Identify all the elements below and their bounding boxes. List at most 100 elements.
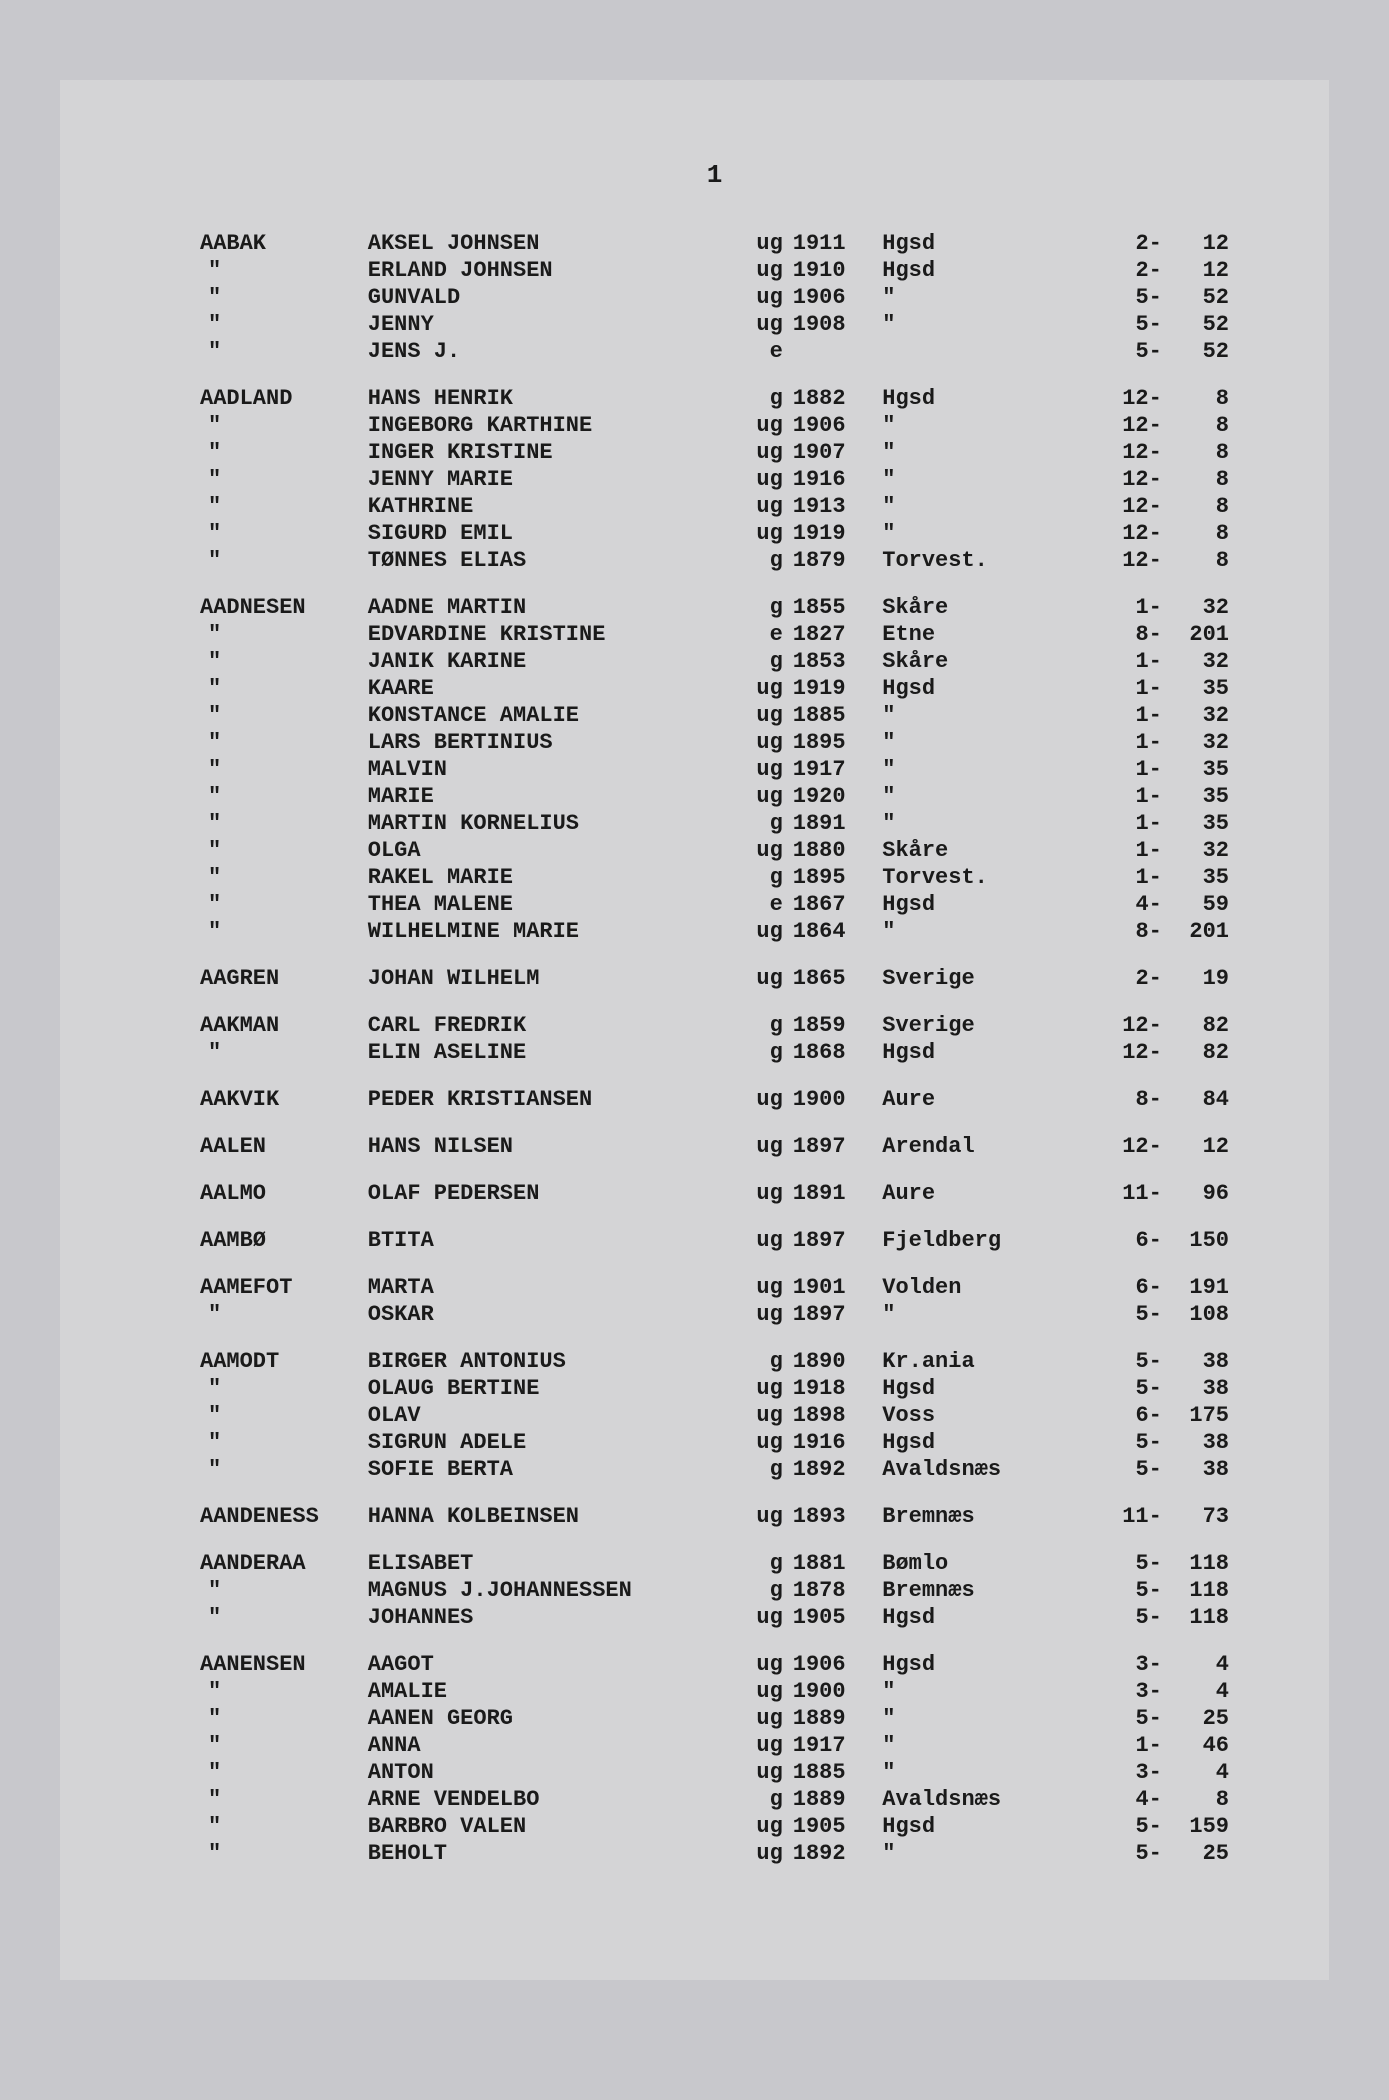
table-row: AANDENESSHANNA KOLBEINSENug1893Bremnæs11…: [200, 1503, 1229, 1530]
table-row: "ARNE VENDELBOg1889Avaldsnæs4-8: [200, 1786, 1229, 1813]
status-cell: ug: [737, 1651, 793, 1678]
status-cell: ug: [737, 783, 793, 810]
surname-cell: ": [200, 729, 368, 756]
ref1-cell: 8-: [1084, 621, 1162, 648]
ref2-cell: 52: [1162, 284, 1229, 311]
ref1-cell: 5-: [1084, 1348, 1162, 1375]
ref1-cell: 12-: [1084, 493, 1162, 520]
ref1-cell: 3-: [1084, 1651, 1162, 1678]
ref1-cell: 6-: [1084, 1227, 1162, 1254]
ref1-cell: 5-: [1084, 1813, 1162, 1840]
status-cell: ug: [737, 1705, 793, 1732]
status-cell: e: [737, 338, 793, 365]
table-row: AADNESENAADNE MARTINg1855Skåre1-32: [200, 594, 1229, 621]
ditto-mark: ": [200, 1578, 221, 1603]
name-cell: RAKEL MARIE: [368, 864, 737, 891]
table-row: AANDERAAELISABETg1881Bømlo5-118: [200, 1550, 1229, 1577]
ditto-mark: ": [200, 1787, 221, 1812]
name-cell: JENNY: [368, 311, 737, 338]
table-row: "MALVINug1917"1-35: [200, 756, 1229, 783]
name-cell: AANEN GEORG: [368, 1705, 737, 1732]
place-cell: Sverige: [882, 1012, 1083, 1039]
table-row: "JENS J.e5-52: [200, 338, 1229, 365]
surname-cell: ": [200, 1402, 368, 1429]
ref1-cell: 1-: [1084, 810, 1162, 837]
ref1-cell: 3-: [1084, 1678, 1162, 1705]
status-cell: e: [737, 891, 793, 918]
place-cell: ": [882, 1705, 1083, 1732]
ref1-cell: 5-: [1084, 1604, 1162, 1631]
ref1-cell: 5-: [1084, 1375, 1162, 1402]
year-cell: 1892: [793, 1840, 882, 1867]
place-cell: Hgsd: [882, 385, 1083, 412]
ref2-cell: 82: [1162, 1012, 1229, 1039]
ditto-mark: ": [200, 676, 221, 701]
surname-cell: AANENSEN: [200, 1651, 368, 1678]
ref1-cell: 5-: [1084, 1550, 1162, 1577]
ref1-cell: 2-: [1084, 965, 1162, 992]
name-cell: JENS J.: [368, 338, 737, 365]
place-cell: ": [882, 1678, 1083, 1705]
ditto-mark: ": [200, 258, 221, 283]
ditto-mark: ": [200, 521, 221, 546]
place-cell: Bømlo: [882, 1550, 1083, 1577]
table-row: "INGEBORG KARTHINEug1906"12-8: [200, 412, 1229, 439]
status-cell: ug: [737, 918, 793, 945]
place-cell: Etne: [882, 621, 1083, 648]
ditto-mark: ": [200, 413, 221, 438]
ditto-mark: ": [200, 548, 221, 573]
place-cell: ": [882, 493, 1083, 520]
ref2-cell: 191: [1162, 1274, 1229, 1301]
table-row: "OSKARug1897"5-108: [200, 1301, 1229, 1328]
name-cell: WILHELMINE MARIE: [368, 918, 737, 945]
ref2-cell: 201: [1162, 918, 1229, 945]
name-cell: SOFIE BERTA: [368, 1456, 737, 1483]
name-cell: BTITA: [368, 1227, 737, 1254]
ref2-cell: 8: [1162, 466, 1229, 493]
ditto-mark: ": [200, 1403, 221, 1428]
surname-cell: ": [200, 412, 368, 439]
surname-cell: AALEN: [200, 1133, 368, 1160]
status-cell: g: [737, 547, 793, 574]
status-cell: ug: [737, 311, 793, 338]
surname-cell: ": [200, 810, 368, 837]
surname-cell: ": [200, 621, 368, 648]
ref1-cell: 1-: [1084, 756, 1162, 783]
status-cell: g: [737, 1039, 793, 1066]
surname-cell: ": [200, 1577, 368, 1604]
year-cell: 1855: [793, 594, 882, 621]
ref2-cell: 4: [1162, 1651, 1229, 1678]
status-cell: ug: [737, 284, 793, 311]
group-spacer: [200, 1530, 1229, 1550]
surname-cell: ": [200, 338, 368, 365]
surname-cell: ": [200, 1759, 368, 1786]
group-spacer: [200, 1867, 1229, 1887]
ref2-cell: 38: [1162, 1429, 1229, 1456]
ref2-cell: 46: [1162, 1732, 1229, 1759]
ref1-cell: 5-: [1084, 1577, 1162, 1604]
ref2-cell: 150: [1162, 1227, 1229, 1254]
table-row: "ANTONug1885"3-4: [200, 1759, 1229, 1786]
ditto-mark: ": [200, 838, 221, 863]
ref2-cell: 4: [1162, 1759, 1229, 1786]
year-cell: 1905: [793, 1813, 882, 1840]
name-cell: JOHAN WILHELM: [368, 965, 737, 992]
year-cell: 1881: [793, 1550, 882, 1577]
surname-cell: ": [200, 284, 368, 311]
place-cell: Arendal: [882, 1133, 1083, 1160]
name-cell: JENNY MARIE: [368, 466, 737, 493]
status-cell: g: [737, 648, 793, 675]
name-cell: HANS HENRIK: [368, 385, 737, 412]
name-cell: GUNVALD: [368, 284, 737, 311]
table-row: "ERLAND JOHNSENug1910Hgsd2-12: [200, 257, 1229, 284]
group-spacer: [200, 945, 1229, 965]
name-cell: OLAV: [368, 1402, 737, 1429]
place-cell: Torvest.: [882, 547, 1083, 574]
ref1-cell: 12-: [1084, 547, 1162, 574]
status-cell: ug: [737, 1402, 793, 1429]
year-cell: 1916: [793, 1429, 882, 1456]
year-cell: 1900: [793, 1086, 882, 1113]
ditto-mark: ": [200, 467, 221, 492]
ref2-cell: 108: [1162, 1301, 1229, 1328]
table-row: "OLAVug1898Voss6-175: [200, 1402, 1229, 1429]
